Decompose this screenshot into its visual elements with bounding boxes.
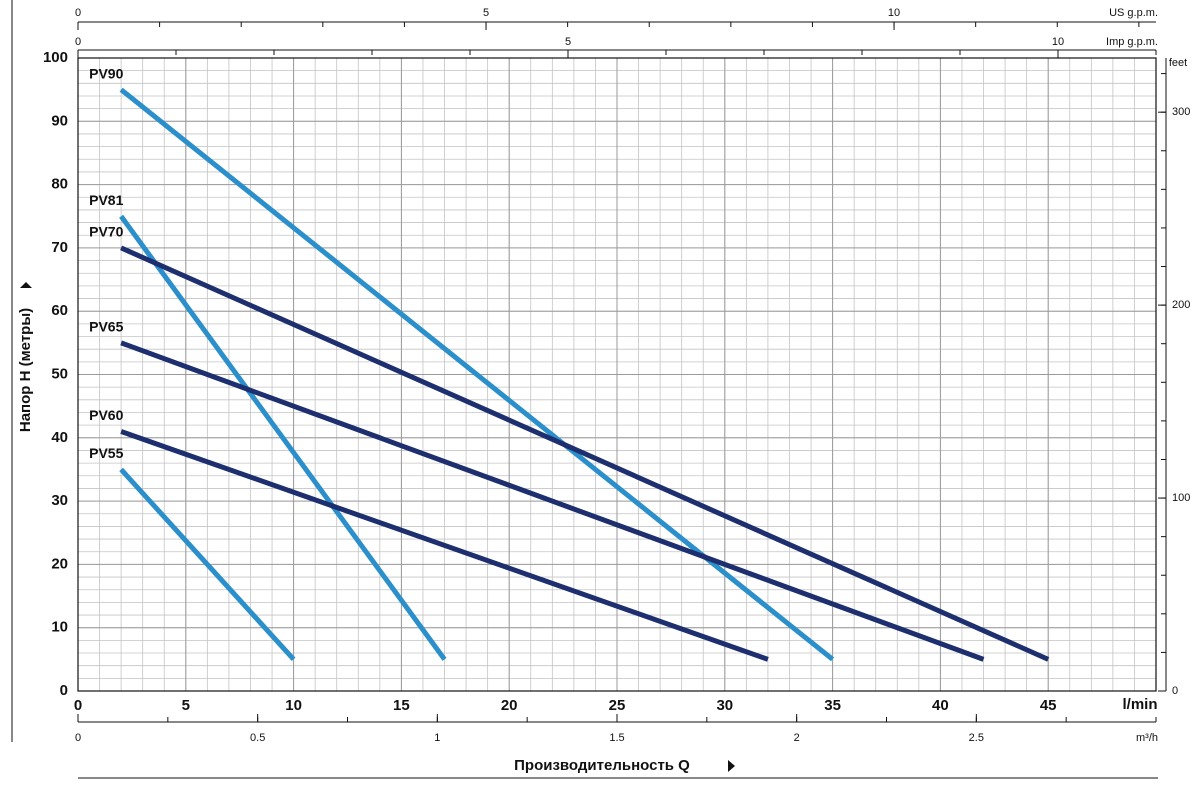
y-tick-label: 40 [51, 429, 68, 446]
y-title: Напор H (метры) [17, 308, 34, 432]
x-tick-label: 0 [74, 697, 82, 714]
series-line [119, 214, 447, 661]
x-tick-label: 25 [609, 697, 626, 714]
y-tick-label: 70 [51, 239, 68, 256]
y2-tick-label: 300 [1172, 106, 1190, 118]
y-tick-label: 80 [51, 176, 68, 193]
x2-tick-label: 0 [75, 7, 81, 19]
x-tick-label: 40 [932, 697, 949, 714]
x2-tick-label: 5 [565, 36, 571, 48]
x2-tick-label: 10 [888, 7, 900, 19]
y2-tick-label: 0 [1172, 685, 1178, 697]
y-title-group: Напор H (метры) [17, 282, 34, 432]
series-label: PV55 [89, 445, 123, 461]
series-label: PV65 [89, 319, 123, 335]
x-tick-label: 35 [824, 697, 841, 714]
series-line [120, 429, 769, 662]
series-label: PV81 [89, 192, 123, 208]
series-line [119, 87, 835, 662]
y-tick-label: 60 [51, 302, 68, 319]
arrow [728, 760, 735, 772]
series-line [120, 340, 985, 662]
axis-unit: Imp g.p.m. [1106, 36, 1158, 48]
x2-tick-label: 0 [75, 36, 81, 48]
y-tick-label: 30 [51, 492, 68, 509]
x2-tick-label: 1 [434, 732, 440, 744]
x2-tick-label: 2.5 [969, 732, 984, 744]
x2-tick-label: 2 [794, 732, 800, 744]
x-tick-label: 45 [1040, 697, 1057, 714]
x2-tick-label: 10 [1052, 36, 1064, 48]
y-tick-label: 0 [60, 682, 68, 699]
x-tick-label: 5 [182, 697, 190, 714]
y2-tick-label: 100 [1172, 492, 1190, 504]
series-label: PV70 [89, 224, 123, 240]
axis-unit: US g.p.m. [1109, 7, 1158, 19]
x-unit: l/min [1122, 696, 1157, 713]
x-tick-label: 30 [716, 697, 733, 714]
x2-tick-label: 0.5 [250, 732, 265, 744]
arrow [20, 282, 32, 288]
y-tick-label: 100 [43, 49, 68, 66]
x2-tick-label: 1.5 [609, 732, 624, 744]
series-line [120, 245, 1050, 662]
series-label: PV60 [89, 407, 123, 423]
x-title: Производительность Q [514, 757, 690, 774]
y-tick-label: 90 [51, 112, 68, 129]
plot-frame [77, 57, 1157, 692]
y-tick-label: 20 [51, 555, 68, 572]
axis-unit: m³/h [1136, 732, 1158, 744]
axis-unit: feet [1169, 57, 1187, 69]
x2-tick-label: 5 [483, 7, 489, 19]
x-tick-label: 20 [501, 697, 518, 714]
x2-tick-label: 0 [75, 732, 81, 744]
y-tick-label: 50 [51, 365, 68, 382]
x-tick-label: 10 [285, 697, 302, 714]
series-label: PV90 [89, 65, 123, 81]
y2-tick-label: 200 [1172, 299, 1190, 311]
x-tick-label: 15 [393, 697, 410, 714]
series-line [119, 467, 296, 662]
y-tick-label: 10 [51, 619, 68, 636]
